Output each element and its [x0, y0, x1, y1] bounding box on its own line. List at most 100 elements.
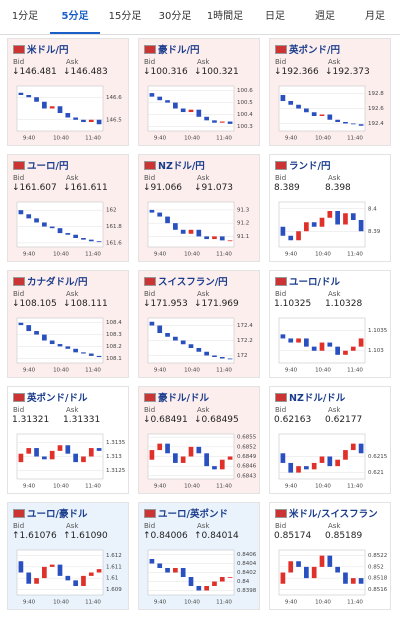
ask-value: 1.31331: [63, 415, 101, 425]
y-tick-label: 172.4: [237, 323, 253, 329]
candle: [173, 223, 178, 230]
y-tick-label: 0.8404: [237, 561, 257, 567]
x-tick-label: 9:40: [23, 252, 36, 258]
rate-tile[interactable]: 豪ドル/ドル Bid Ask ↓0.68491 ↓0.68495 0.6843 0.6846…: [138, 386, 260, 494]
candle: [212, 355, 217, 357]
rate-tile[interactable]: ランド/円 Bid Ask 8.389 8.398 8.39 8.4 9:40 10:40 11:…: [269, 154, 391, 262]
y-tick-label: 0.621: [368, 470, 384, 476]
rate-tile[interactable]: 米ドル/スイスフラン Bid Ask 0.85174 0.85189 0.8516 0.85…: [269, 502, 391, 610]
rate-tile[interactable]: ユーロ/円 Bid Ask ↓161.607 ↓161.611 161.6 161.8 162…: [7, 154, 129, 262]
candle: [358, 220, 364, 232]
bid-value: 0.85174: [274, 531, 312, 541]
candle: [165, 443, 170, 454]
x-tick-label: 11:40: [347, 368, 363, 374]
candle: [296, 561, 301, 567]
candle: [81, 456, 86, 463]
rate-tile[interactable]: NZドル/円 Bid Ask ↓91.066 ↓91.073 91.1 91.2 91.3 9:…: [138, 154, 260, 262]
tab[interactable]: 日足: [265, 11, 285, 22]
rate-tile[interactable]: 英ポンド/円 Bid Ask ↓192.366 ↓192.373 192.4 192.6 19…: [269, 38, 391, 146]
bid-value: 8.389: [274, 183, 300, 193]
tab[interactable]: 週足: [315, 11, 335, 22]
mini-chart: 100.3 100.4 100.5 100.6 9:40 10:40 11:40: [147, 85, 253, 142]
rate-tile[interactable]: 米ドル/円 Bid Ask ↓146.481 ↓146.483 146.5 146.6 9:4…: [7, 38, 129, 146]
y-tick-label: 108.2: [106, 344, 122, 350]
candle: [280, 453, 286, 463]
pair-name: NZドル/円: [158, 161, 205, 172]
bid-value: ↓100.316: [143, 67, 188, 77]
candle: [304, 566, 309, 579]
plot-frame: [16, 201, 104, 248]
mini-chart: 0.8516 0.8518 0.852 0.8522 9:40 10:40 11:40: [278, 549, 388, 606]
candle: [335, 119, 340, 122]
tab[interactable]: 1時間足: [206, 11, 244, 22]
rate-tile[interactable]: カナダドル/円 Bid Ask ↓108.105 ↓108.111 108.1 108.2 1…: [7, 270, 129, 378]
candle: [73, 453, 78, 463]
rate-tile[interactable]: ユーロ/ドル Bid Ask 1.10325 1.10328 1.103 1.1035 9:4…: [269, 270, 391, 378]
candle: [335, 566, 340, 573]
candle: [358, 443, 364, 454]
y-tick-label: 0.8406: [237, 552, 257, 558]
candle: [180, 456, 186, 463]
bid-label: Bid: [275, 174, 287, 182]
candle: [26, 448, 32, 454]
candle: [180, 229, 186, 234]
candle: [311, 462, 317, 470]
candle: [180, 108, 186, 113]
x-tick-label: 9:40: [23, 600, 36, 606]
candle: [304, 338, 309, 347]
candle: [327, 211, 333, 218]
pair-name: ユーロ/ドル: [289, 277, 340, 288]
rate-tile[interactable]: ユーロ/英ポンド Bid Ask ↑0.84006 ↑0.84014 0.8398 0.84…: [138, 502, 260, 610]
y-tick-label: 1.1035: [368, 328, 388, 334]
plot-frame: [278, 549, 366, 596]
x-tick-label: 9:40: [154, 252, 167, 258]
candle: [280, 334, 286, 339]
y-tick-label: 0.8398: [237, 588, 257, 594]
candle: [57, 564, 63, 576]
rate-tile[interactable]: ユーロ/豪ドル Bid Ask ↑1.61076 ↑1.61090 1.609 1.61 1.…: [7, 502, 129, 610]
candle: [149, 321, 155, 326]
tab[interactable]: 5分足: [50, 0, 100, 34]
mini-chart: 192.4 192.6 192.8 9:40 10:40 11:40: [278, 85, 384, 142]
y-tick-label: 172.2: [237, 338, 253, 344]
candle: [49, 340, 55, 345]
flag-icon: [13, 277, 25, 286]
bid-value: ↓161.607: [12, 183, 57, 193]
candle: [188, 109, 194, 113]
ask-value: ↓171.969: [194, 299, 239, 309]
candle: [327, 555, 333, 567]
ask-label: Ask: [328, 406, 341, 414]
y-tick-label: 0.8522: [368, 553, 387, 559]
tab[interactable]: 月足: [365, 11, 385, 22]
y-tick-label: 0.6843: [237, 473, 257, 479]
mini-chart: 91.1 91.2 91.3 9:40 10:40 11:40: [147, 201, 250, 258]
rate-tile[interactable]: 英ポンド/ドル Bid Ask 1.31321 1.31331 1.3125 1.313 1.…: [7, 386, 129, 494]
x-tick-label: 11:40: [347, 484, 363, 490]
x-tick-label: 9:40: [154, 484, 167, 490]
ask-label: Ask: [66, 522, 79, 530]
mini-chart: 161.6 161.8 162 9:40 10:40 11:40: [16, 201, 122, 258]
y-tick-label: 192.6: [368, 106, 384, 112]
y-tick-label: 0.6852: [237, 444, 256, 450]
y-tick-label: 108.1: [106, 356, 122, 362]
x-tick-label: 9:40: [23, 136, 36, 142]
candle: [157, 563, 163, 568]
y-tick-label: 100.6: [237, 88, 253, 94]
candle: [327, 114, 333, 120]
tab[interactable]: 1分足: [11, 11, 39, 22]
rate-tile[interactable]: 豪ドル/円 Bid Ask ↓100.316 ↓100.321 100.3 100.4 100…: [138, 38, 260, 146]
ask-label: Ask: [197, 174, 210, 182]
candle: [311, 566, 317, 579]
bid-label: Bid: [275, 58, 287, 66]
candle: [49, 564, 55, 567]
x-tick-label: 11:40: [85, 484, 101, 490]
rate-tile[interactable]: スイスフラン/円 Bid Ask ↓171.953 ↓171.969 172 172.2 17…: [138, 270, 260, 378]
rate-tile[interactable]: NZドル/ドル Bid Ask 0.62163 0.62177 0.621 0.6215 9:…: [269, 386, 391, 494]
candle: [227, 121, 233, 124]
y-tick-label: 161.8: [106, 224, 122, 230]
candle: [88, 572, 94, 576]
tab[interactable]: 30分足: [158, 11, 192, 22]
candle: [65, 113, 71, 118]
bid-label: Bid: [144, 174, 156, 182]
tab[interactable]: 15分足: [108, 11, 142, 22]
